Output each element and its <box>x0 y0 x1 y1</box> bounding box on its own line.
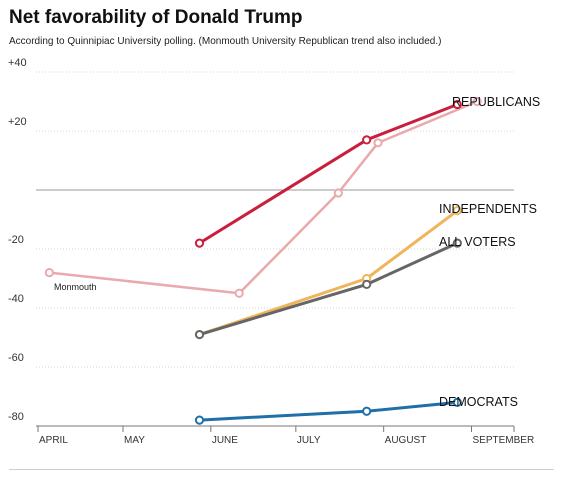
series-label: DEMOCRATS <box>439 395 518 409</box>
monmouth-annotation: Monmouth <box>54 282 97 292</box>
data-point <box>333 188 343 198</box>
data-point <box>452 206 462 216</box>
data-point <box>362 135 372 145</box>
x-tick-label: JUNE <box>212 435 238 446</box>
data-point <box>373 138 383 148</box>
y-tick-label: -80 <box>8 411 24 423</box>
data-point <box>472 96 482 107</box>
data-point <box>452 99 462 110</box>
chart-title: Net favorability of Donald Trump <box>9 7 303 28</box>
series-label: REPUBLICANS <box>452 95 540 109</box>
footer-divider <box>9 469 554 470</box>
x-tick-label: AUGUST <box>385 435 427 446</box>
x-tick-label: MAY <box>124 435 145 446</box>
x-tick-label: SEPTEMBER <box>473 435 535 446</box>
x-tick-label: APRIL <box>39 435 68 446</box>
y-tick-label: +40 <box>8 57 27 69</box>
series-line-independents <box>198 209 459 337</box>
y-tick-label: -60 <box>8 352 24 364</box>
data-point <box>452 397 462 407</box>
data-point <box>362 279 372 289</box>
data-point <box>44 268 54 278</box>
data-point <box>194 329 205 340</box>
data-point <box>194 415 205 425</box>
series-line-democrats <box>198 400 459 422</box>
data-point <box>194 238 205 248</box>
chart-subtitle: According to Quinnipiac University polli… <box>9 36 442 47</box>
x-tick-label: JULY <box>297 435 321 446</box>
data-point <box>362 406 372 416</box>
data-point <box>452 238 462 248</box>
y-tick-label: +20 <box>8 116 27 128</box>
data-point <box>234 288 244 298</box>
series-label: ALL VOTERS <box>439 235 516 249</box>
series-label: INDEPENDENTS <box>439 202 537 216</box>
y-tick-label: -20 <box>8 234 24 246</box>
y-tick-label: -40 <box>8 293 24 305</box>
